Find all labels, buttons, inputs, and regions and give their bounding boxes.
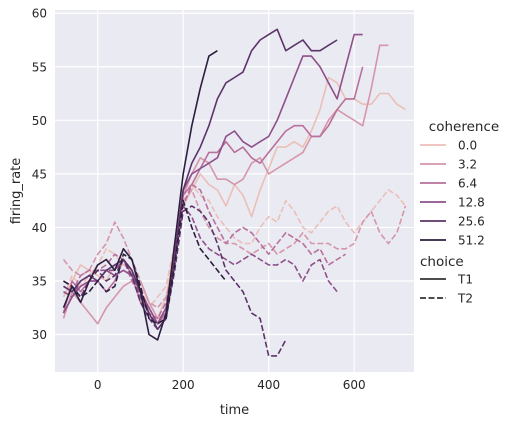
y-tick-label: 45 <box>32 167 47 181</box>
series-line-coh-3_2-t1 <box>62 44 389 325</box>
y-axis-label: firing_rate <box>9 158 24 225</box>
series-line-coh-6_4-t2 <box>63 183 347 320</box>
y-tick-label: 35 <box>32 274 47 288</box>
series-line-coh-25_6-t2 <box>63 205 287 357</box>
legend-hue-label: 25.6 <box>458 215 485 229</box>
legend-style-label: T2 <box>457 292 473 306</box>
x-tick-label: 200 <box>172 378 195 392</box>
y-tick-label: 50 <box>32 114 47 128</box>
legend-hue-label: 0.0 <box>458 139 477 153</box>
x-tick-label: 0 <box>94 378 102 392</box>
legend-hue-title: coherence <box>429 119 499 135</box>
series-line-coh-12_8-t2 <box>63 205 338 325</box>
y-tick-label: 55 <box>32 60 47 74</box>
legend: coherence 0.0 3.2 6.4 12.8 25.6 51.2 choice T1 T2 <box>420 119 499 306</box>
series-line-coh-6_4-t1 <box>62 66 364 325</box>
series-line-coh-0_0-t2 <box>62 183 407 309</box>
y-tick-label: 60 <box>32 7 47 21</box>
series-layer <box>62 28 407 357</box>
legend-style-title: choice <box>420 254 464 270</box>
legend-hue-label: 3.2 <box>458 158 477 172</box>
y-tick-label: 30 <box>32 328 47 342</box>
series-line-coh-51_2-t1 <box>62 50 218 341</box>
legend-hue-label: 12.8 <box>458 196 485 210</box>
x-tick-label: 400 <box>257 378 280 392</box>
series-line-coh-12_8-t1 <box>62 33 363 325</box>
legend-style-label: T1 <box>457 273 473 287</box>
plot-background <box>55 10 414 372</box>
x-axis-label: time <box>220 403 249 418</box>
series-line-coh-51_2-t2 <box>63 199 227 325</box>
legend-hue-label: 6.4 <box>458 177 477 191</box>
x-tick-label: 600 <box>343 378 366 392</box>
legend-hue-label: 51.2 <box>458 234 485 248</box>
tick-labels: 0 200 400 600 30 35 40 45 50 55 60 <box>32 7 366 392</box>
series-line-coh-25_6-t1 <box>63 28 338 331</box>
y-tick-label: 40 <box>32 221 47 235</box>
series-line-coh-3_2-t2 <box>62 189 407 309</box>
